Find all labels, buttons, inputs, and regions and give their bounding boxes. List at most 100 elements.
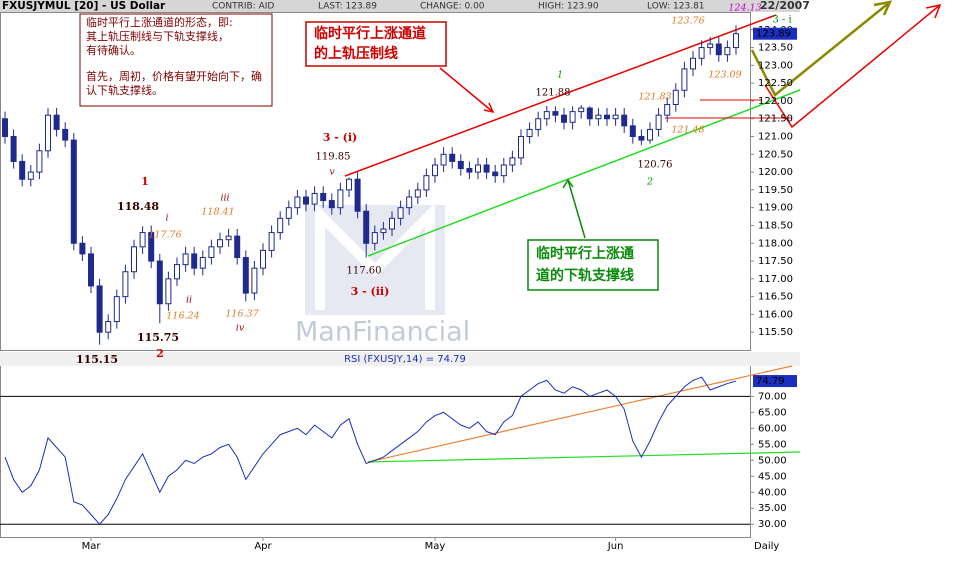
candle-body: [363, 210, 370, 244]
annotation: 2: [156, 347, 164, 360]
annotation: v: [329, 167, 335, 178]
candle-body: [655, 114, 662, 130]
candle-body: [492, 171, 499, 177]
candle-body: [509, 157, 516, 166]
annotation: ii: [186, 295, 192, 306]
header-field: CONTRIB: AID: [212, 2, 274, 12]
annotation: 1: [141, 175, 149, 188]
rsi-support-line: [367, 451, 801, 463]
candle-body: [19, 160, 26, 180]
candle-body: [27, 171, 34, 180]
y-tick-label: 55.00: [758, 439, 787, 450]
candle-body: [113, 296, 120, 323]
y-tick-label: 30.00: [758, 519, 787, 530]
annotation: 3 - (ii): [351, 285, 390, 298]
candle-body: [2, 118, 8, 138]
candle-body: [578, 107, 585, 113]
rsi-title-bar: [0, 352, 800, 366]
y-tick-label: 122.00: [758, 96, 793, 107]
header-field: 22/2007: [760, 0, 810, 12]
candle-body: [449, 153, 456, 162]
candle-body: [690, 57, 696, 70]
candle-body: [79, 242, 86, 255]
header-field: LAST: 123.89: [318, 2, 377, 12]
candle-body: [354, 178, 361, 212]
candle-body: [681, 68, 688, 91]
candle-body: [561, 114, 567, 123]
candle-body: [139, 232, 146, 248]
candle-body: [543, 111, 550, 120]
annotation: 121.48: [671, 125, 704, 136]
candle-body: [156, 260, 163, 305]
pointer-arrow: [439, 67, 494, 113]
rsi-line: [4, 376, 737, 525]
watermark-text: ManFinancial: [295, 317, 470, 348]
y-tick-label: 123.50: [758, 43, 793, 54]
arrow-head: [873, 0, 893, 16]
candle-body: [629, 125, 636, 138]
candle-body: [621, 114, 628, 127]
y-tick-label: 65.00: [758, 407, 787, 418]
candle-body: [569, 111, 576, 123]
note-line: 有待确认。: [86, 43, 141, 57]
annotation: 123.09: [708, 70, 741, 81]
header-field: HIGH: 123.90: [538, 2, 599, 12]
last-value-label: 74.79: [756, 376, 785, 387]
candle-body: [10, 136, 17, 162]
candle-body: [535, 118, 542, 130]
annotation: 123.76: [671, 16, 704, 27]
candle-body: [595, 114, 602, 120]
y-tick-label: 121.00: [758, 132, 793, 143]
candle-body: [251, 267, 258, 294]
projection-path: [764, 4, 941, 129]
note-line: 的上轨压制线: [314, 45, 398, 62]
annotation: 117.76: [148, 230, 181, 241]
candle-body: [217, 239, 223, 248]
candle-body: [53, 114, 60, 130]
candle-body: [466, 168, 473, 173]
candle-body: [672, 89, 679, 106]
y-tick-label: 50.00: [758, 455, 787, 466]
candle-body: [440, 153, 447, 166]
candle-body: [45, 114, 51, 152]
candle-body: [328, 200, 335, 209]
annotation: 116.37: [225, 309, 259, 320]
annotation: 119.85: [316, 152, 351, 163]
candle-body: [165, 278, 172, 305]
note-line: 临时平行上涨通道: [314, 25, 426, 42]
y-tick-label: 121.50: [758, 114, 793, 125]
candle-body: [647, 128, 653, 141]
y-tick-label: 119.50: [758, 185, 793, 196]
chart-title: FXUSJYMUL [20] - US Dollar: [2, 0, 166, 12]
pointer-arrow: [567, 179, 586, 239]
annotation: 3 - (i): [323, 131, 357, 144]
x-tick-label: Mar: [82, 541, 102, 552]
candle-body: [664, 104, 671, 116]
candle-body: [174, 264, 180, 280]
lower-note-box: [527, 239, 659, 291]
candle-body: [208, 246, 215, 258]
candle-body: [277, 217, 284, 234]
y-tick-label: 123.00: [758, 60, 793, 71]
annotation: 118.48: [117, 200, 159, 213]
watermark-logo: [305, 202, 445, 315]
candle-body: [320, 192, 327, 202]
y-tick-label: 116.00: [758, 309, 793, 320]
candle-body: [389, 217, 395, 230]
annotation: iv: [236, 323, 245, 334]
candle-body: [733, 33, 739, 49]
candle-body: [148, 232, 155, 262]
y-tick-label: 118.50: [758, 220, 793, 231]
candle-body: [294, 196, 301, 209]
candle-body: [724, 47, 731, 56]
candle-body: [242, 256, 249, 294]
annotation: 120.76: [638, 160, 673, 171]
last-value-box: [753, 27, 797, 40]
annotation: 121.88: [536, 88, 571, 99]
y-tick-label: 60.00: [758, 423, 787, 434]
y-tick-label: 118.00: [758, 238, 793, 249]
candle-body: [260, 249, 266, 269]
candle-body: [191, 253, 198, 269]
annotation: 1: [557, 70, 563, 81]
